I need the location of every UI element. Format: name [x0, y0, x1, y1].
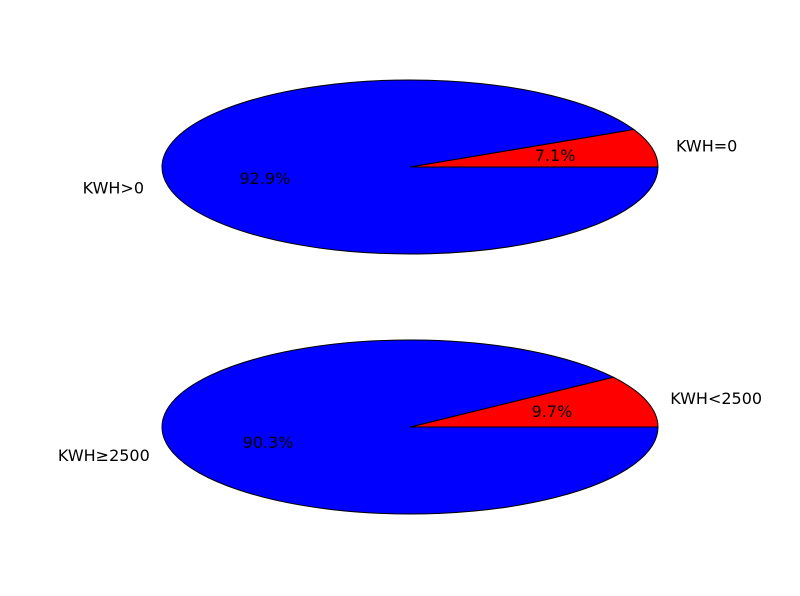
slice-category-label: KWH=0	[676, 136, 737, 155]
slice-category-label: KWH>0	[83, 179, 144, 198]
pie-slice-0-1	[161, 79, 659, 255]
slice-percent-label: 7.1%	[535, 146, 576, 165]
pie-chart-bottom: 9.7% KWH<2500 90.3% KWH≥2500	[58, 339, 762, 515]
slice-category-label: KWH<2500	[670, 389, 762, 408]
slice-category-label: KWH≥2500	[58, 446, 150, 465]
slice-percent-label: 9.7%	[532, 402, 573, 421]
slice-percent-label: 92.9%	[239, 169, 290, 188]
pie-chart-top: 7.1% KWH=0 92.9% KWH>0	[83, 79, 737, 255]
pie-slice-0-0	[409, 128, 659, 168]
slice-percent-label: 90.3%	[243, 433, 294, 452]
pie-slice-1-0	[409, 376, 659, 428]
pie-slice-1-1	[161, 339, 659, 515]
